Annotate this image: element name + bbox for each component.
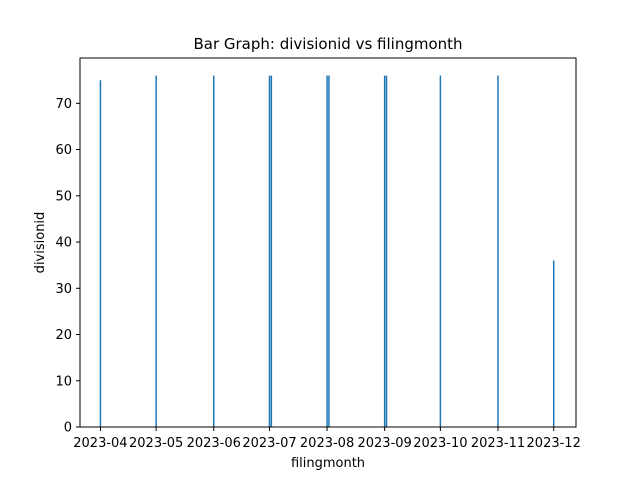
chart-title: Bar Graph: divisionid vs filingmonth xyxy=(193,35,462,53)
bar xyxy=(270,75,273,427)
x-tick-label: 2023-08 xyxy=(300,436,354,451)
bar xyxy=(99,80,102,427)
y-tick-label: 30 xyxy=(55,282,72,297)
y-axis-label: divisionid xyxy=(33,212,48,274)
bar xyxy=(213,75,215,427)
bars-group xyxy=(99,75,555,427)
bar xyxy=(385,75,388,427)
y-tick-label: 10 xyxy=(55,374,72,389)
x-tick-label: 2023-06 xyxy=(187,436,241,451)
plot-frame xyxy=(79,57,577,428)
y-tick-label: 50 xyxy=(55,189,72,204)
y-tick-label: 0 xyxy=(64,421,72,436)
bar xyxy=(552,260,555,427)
x-tick-label: 2023-04 xyxy=(73,436,127,451)
y-tick-label: 40 xyxy=(55,236,72,251)
x-tick-label: 2023-10 xyxy=(413,436,467,451)
bar xyxy=(383,75,386,427)
y-tick-label: 60 xyxy=(55,143,72,158)
x-tick-label: 2023-12 xyxy=(527,436,581,451)
x-tick-label: 2023-09 xyxy=(357,436,411,451)
bar xyxy=(497,75,499,427)
x-tick-label: 2023-11 xyxy=(471,436,525,451)
y-tick-label: 20 xyxy=(55,328,72,343)
x-tick-label: 2023-07 xyxy=(242,436,296,451)
bar xyxy=(155,75,157,427)
bar xyxy=(439,75,442,427)
x-axis: 2023-04 2023-05 2023-06 2023-07 2023-08 2023-… xyxy=(73,427,581,451)
y-axis: 0 10 20 30 40 50 60 70 xyxy=(55,97,80,436)
x-axis-label: filingmonth xyxy=(291,456,365,471)
bar xyxy=(268,75,271,427)
bar xyxy=(326,75,328,427)
y-tick-label: 70 xyxy=(55,97,72,112)
x-tick-label: 2023-05 xyxy=(129,436,183,451)
bar xyxy=(328,75,330,427)
